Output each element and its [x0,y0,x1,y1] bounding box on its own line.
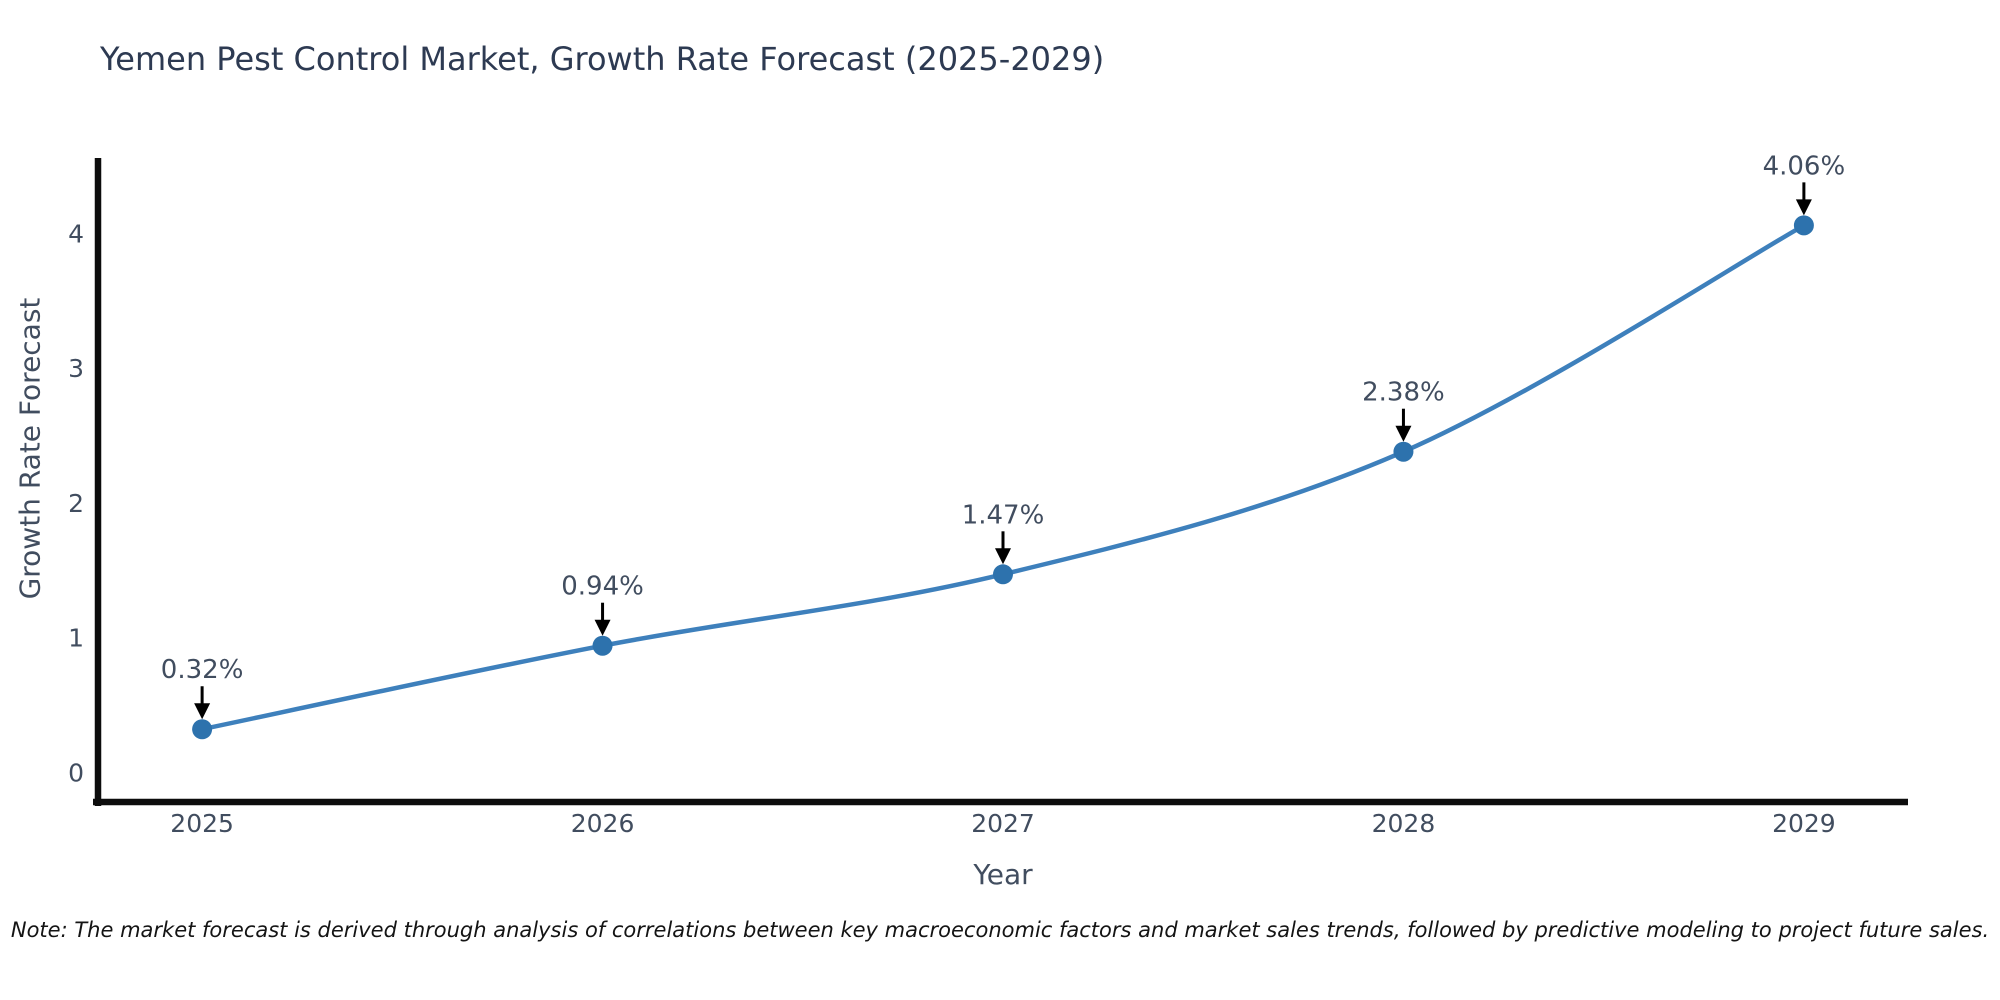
y-tick-label: 3 [68,354,84,383]
data-point-label: 2.38% [1362,378,1445,408]
data-point-marker [993,564,1013,585]
y-tick-label: 4 [68,219,84,248]
x-tick-label: 2025 [170,809,234,838]
forecast-line-series [199,223,1807,732]
y-tick-label: 1 [68,624,84,653]
data-point-marker [192,719,213,740]
annotation-arrow-head-icon [995,548,1011,565]
x-tick-label: 2028 [1372,809,1436,838]
data-point-label: 1.47% [962,500,1045,530]
y-tick-label: 2 [68,489,84,518]
chart-title: Yemen Pest Control Market, Growth Rate F… [100,40,1105,78]
x-tick-label: 2027 [971,809,1035,838]
data-point-label: 0.94% [561,572,644,602]
annotation-arrow-head-icon [1795,199,1812,216]
y-tick-label: 0 [68,758,84,787]
data-point-marker [1393,441,1414,462]
data-point-label: 0.32% [161,655,244,685]
data-point-marker [1793,215,1814,236]
data-point-marker [592,635,613,656]
x-tick-label: 2026 [571,809,635,838]
annotation-arrow-head-icon [1395,425,1412,442]
annotation-arrow-head-icon [594,619,611,636]
chart-footnote: Note: The market forecast is derived thr… [10,918,1990,942]
annotation-arrow-head-icon [194,703,211,720]
data-point-label: 4.06% [1763,151,1846,181]
x-tick-label: 2029 [1772,809,1836,838]
x-axis-title: Year [973,858,1033,891]
